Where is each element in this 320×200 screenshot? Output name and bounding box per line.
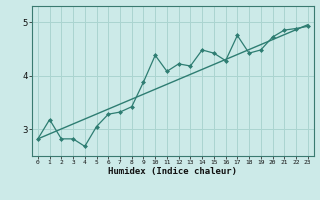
X-axis label: Humidex (Indice chaleur): Humidex (Indice chaleur) bbox=[108, 167, 237, 176]
